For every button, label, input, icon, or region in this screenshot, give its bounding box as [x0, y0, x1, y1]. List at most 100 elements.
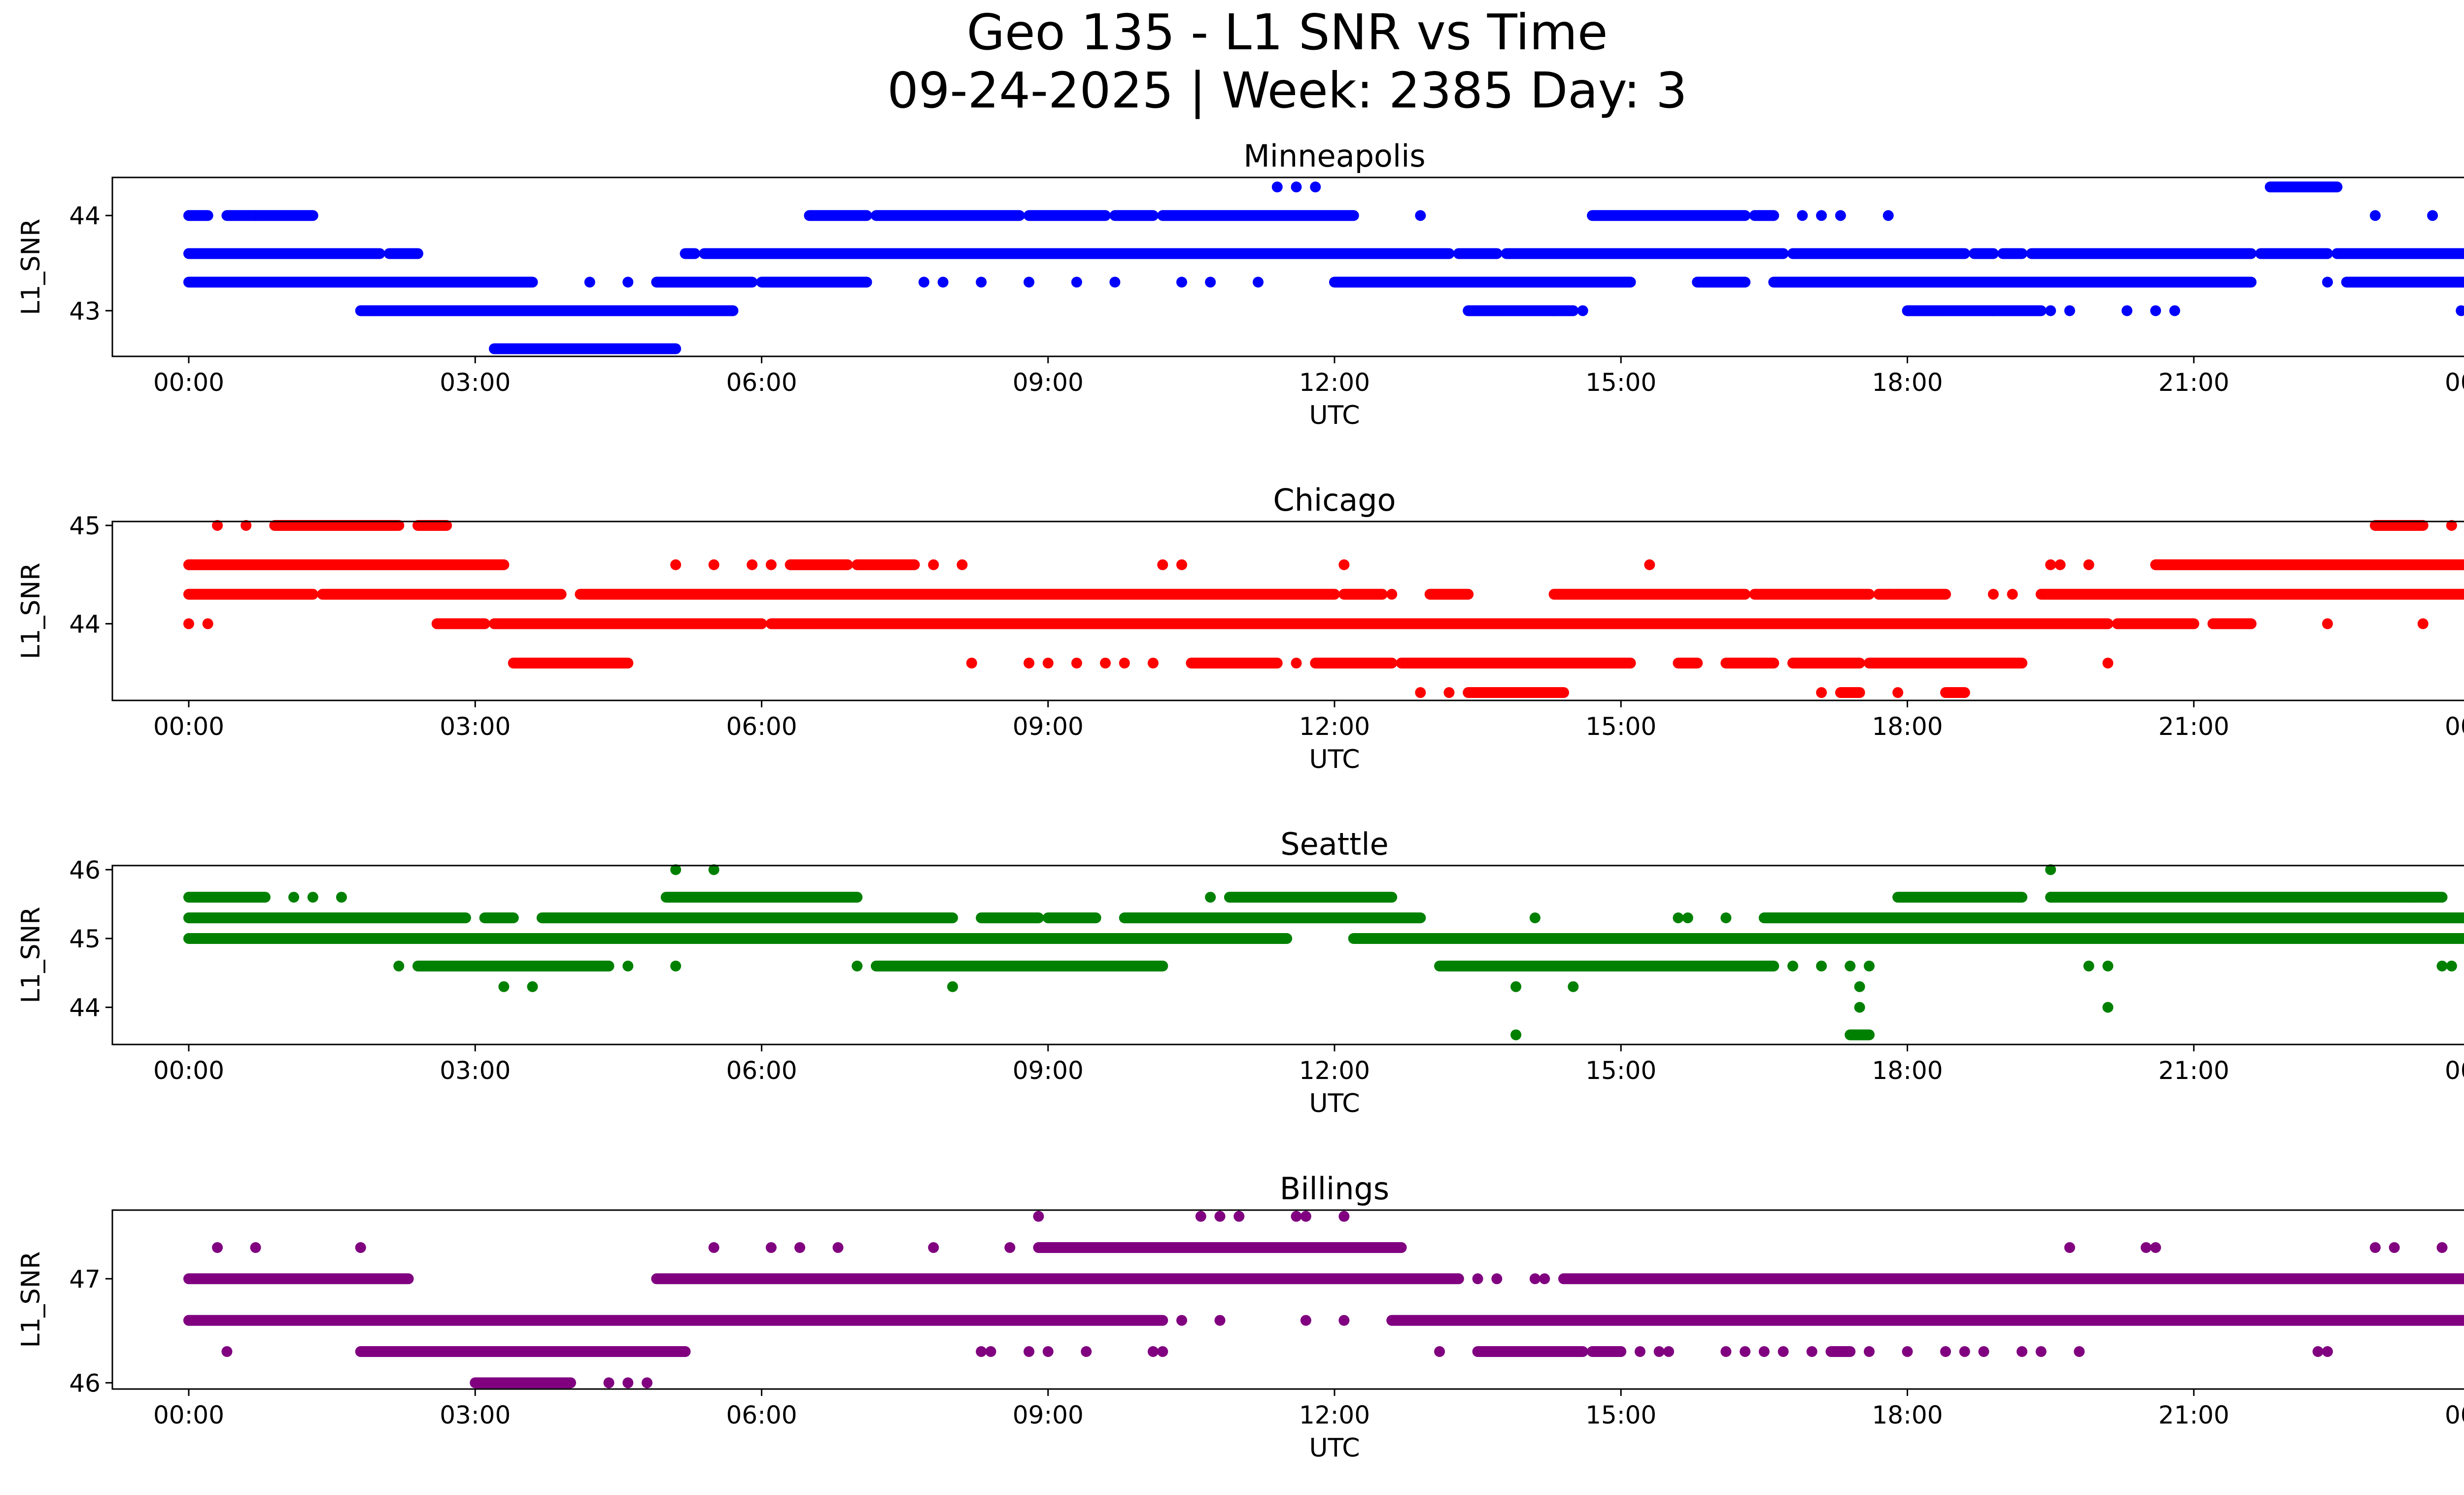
data-point — [1635, 1346, 1645, 1357]
data-point — [355, 1242, 366, 1253]
subplot-title: Chicago — [1273, 482, 1396, 518]
data-point — [2064, 305, 2075, 316]
data-point — [1338, 559, 1350, 570]
data-point-run — [1558, 1273, 2464, 1285]
x-tick-label: 15:00 — [1585, 712, 1656, 741]
data-point-run — [470, 1377, 576, 1389]
data-point-run — [2035, 589, 2464, 600]
data-point — [1959, 1346, 1970, 1357]
data-point — [852, 960, 863, 972]
data-point-run — [183, 210, 213, 221]
x-tick-label: 03:00 — [440, 1401, 511, 1429]
data-point — [1892, 687, 1904, 698]
data-point-run — [1424, 589, 1474, 600]
data-point-run — [660, 892, 863, 903]
data-point-run — [1396, 658, 1636, 669]
data-point — [1338, 1211, 1350, 1222]
x-tick-label: 03:00 — [440, 368, 511, 397]
data-point-run — [1587, 1346, 1627, 1357]
data-point — [1024, 277, 1034, 288]
data-point — [2169, 305, 2180, 316]
x-tick-label: 09:00 — [1013, 1056, 1084, 1085]
data-point — [183, 618, 194, 629]
data-point — [1300, 1315, 1311, 1326]
data-point-run — [479, 912, 519, 924]
data-point — [1291, 181, 1302, 193]
data-point-run — [1845, 1029, 1875, 1041]
data-point-run — [785, 559, 853, 570]
data-point-run — [183, 589, 318, 600]
data-point — [2035, 1346, 2047, 1357]
data-point — [976, 1346, 987, 1357]
data-point-run — [871, 210, 1025, 221]
data-point-run — [976, 912, 1044, 924]
subplot-billings: Billings 00:00 03:00 06:00 09:00 12:00 15:00 18… — [16, 1171, 2464, 1463]
data-point-run — [1453, 248, 1503, 259]
data-point — [670, 559, 682, 570]
data-point — [1071, 658, 1082, 669]
data-point — [393, 960, 405, 972]
data-point-run — [508, 658, 634, 669]
data-point — [1653, 1346, 1665, 1357]
x-tick-label: 03:00 — [440, 712, 511, 741]
data-point — [1854, 981, 1865, 992]
data-point-run — [2150, 559, 2464, 570]
data-point — [642, 1377, 652, 1389]
data-point — [1816, 687, 1827, 698]
data-point — [1568, 981, 1579, 992]
data-point-run — [1749, 210, 1780, 221]
data-point-run — [317, 589, 567, 600]
subplot-title: Billings — [1280, 1171, 1389, 1207]
data-point — [622, 1377, 634, 1389]
x-tick-label: 12:00 — [1299, 712, 1370, 741]
data-point-run — [1548, 589, 1751, 600]
data-point — [1147, 1346, 1159, 1357]
data-point-run — [1472, 1346, 1588, 1357]
data-point — [1415, 210, 1426, 221]
data-point-run — [1835, 687, 1865, 698]
y-tick-label: 44 — [69, 610, 101, 638]
data-point-run — [651, 277, 758, 288]
data-point-run — [269, 520, 405, 531]
data-point-run — [1997, 248, 2027, 259]
data-point — [1081, 1346, 1092, 1357]
data-point — [1978, 1346, 1989, 1357]
data-point-run — [183, 1315, 1168, 1326]
data-point — [2312, 1346, 2324, 1357]
data-point-run — [651, 1273, 1464, 1285]
data-point — [603, 1377, 615, 1389]
figure-title-line1: Geo 135 - L1 SNR vs Time — [967, 3, 1608, 61]
data-point — [976, 277, 987, 288]
x-tick-label: 21:00 — [2158, 368, 2229, 397]
data-point — [1778, 1346, 1789, 1357]
data-point — [2007, 589, 2018, 600]
data-point — [1864, 960, 1875, 972]
data-point — [2083, 960, 2094, 972]
data-point-run — [680, 248, 700, 259]
data-point-run — [1434, 960, 1780, 972]
data-point-run — [2369, 520, 2429, 531]
data-point — [221, 1346, 233, 1357]
x-tick-label: 21:00 — [2158, 712, 2229, 741]
data-point-run — [2207, 618, 2257, 629]
data-point-run — [1224, 892, 1398, 903]
data-point-run — [2341, 277, 2464, 288]
data-point — [336, 892, 347, 903]
data-point-run — [756, 277, 872, 288]
data-point — [1529, 1273, 1540, 1285]
data-point-run — [250, 210, 318, 221]
data-point — [1205, 277, 1216, 288]
y-tick-label: 45 — [69, 925, 101, 953]
data-point — [832, 1242, 844, 1253]
y-axis-label: L1_SNR — [16, 906, 46, 1003]
data-point-run — [1673, 658, 1703, 669]
data-point — [1109, 277, 1121, 288]
data-point — [2150, 305, 2161, 316]
data-point — [1176, 559, 1187, 570]
data-point-run — [183, 892, 271, 903]
data-point — [1663, 1346, 1675, 1357]
x-tick-label: 21:00 — [2158, 1056, 2229, 1085]
data-point — [1271, 181, 1283, 193]
data-point — [2045, 559, 2056, 570]
